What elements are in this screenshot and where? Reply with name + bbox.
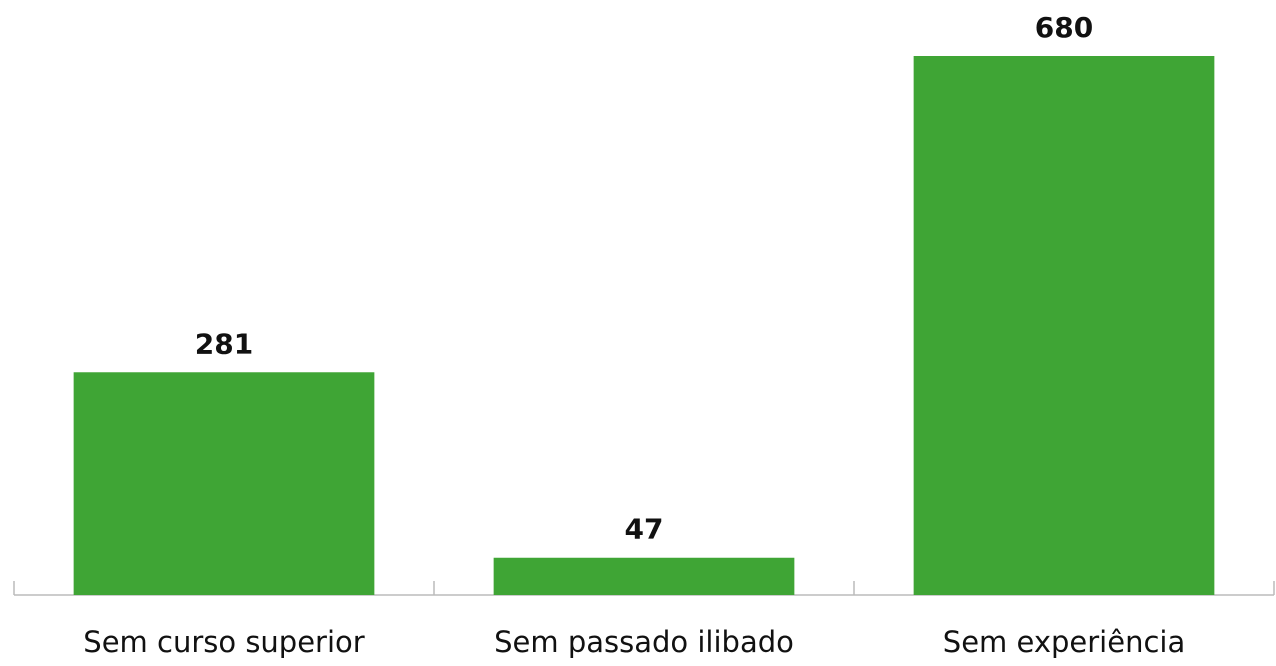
value-label: 281	[195, 327, 253, 360]
x-tick-label: Sem experiência	[943, 625, 1185, 659]
x-tick-label: Sem passado ilibado	[494, 625, 794, 659]
bar	[493, 557, 795, 595]
value-label: 47	[625, 513, 664, 546]
value-label: 680	[1035, 11, 1093, 44]
bar	[913, 56, 1215, 595]
x-tick-label: Sem curso superior	[83, 625, 364, 659]
bar	[73, 372, 375, 595]
